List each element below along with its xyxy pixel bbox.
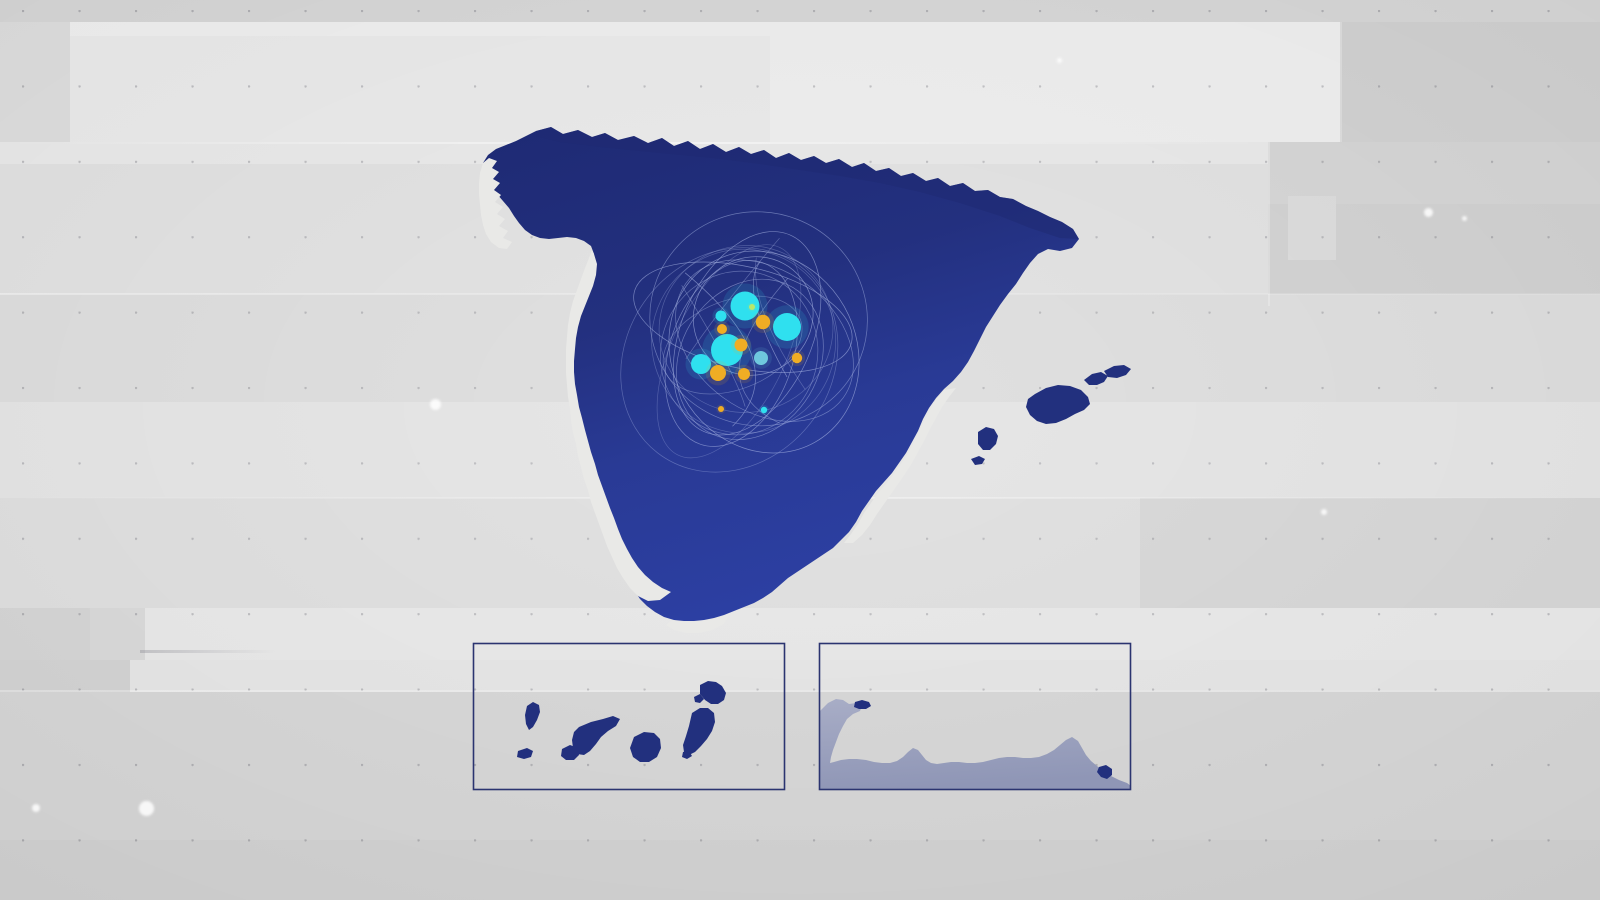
bubble-marker[interactable] bbox=[788, 349, 806, 367]
bubble-marker[interactable] bbox=[765, 305, 809, 349]
orbit-ring bbox=[664, 259, 798, 447]
bubble-marker[interactable] bbox=[750, 347, 772, 369]
background-block bbox=[0, 660, 130, 692]
bubble-dot[interactable] bbox=[773, 313, 801, 341]
bubble-marker[interactable] bbox=[730, 334, 752, 356]
orbit-ring bbox=[668, 250, 860, 454]
orbit-ring bbox=[672, 231, 822, 436]
bubble-dot[interactable] bbox=[738, 368, 750, 380]
bokeh-dot bbox=[429, 398, 441, 410]
background-block bbox=[130, 660, 1600, 692]
background-block bbox=[1268, 142, 1600, 204]
bubble-dot[interactable] bbox=[715, 310, 727, 322]
bubble-marker[interactable] bbox=[716, 404, 726, 414]
background-block bbox=[145, 608, 1600, 660]
bokeh-dot bbox=[1056, 57, 1062, 63]
orbit-rings bbox=[620, 211, 868, 473]
orbit-ring bbox=[676, 278, 824, 440]
bubble-dot[interactable] bbox=[711, 334, 743, 366]
orbit-ring bbox=[620, 247, 839, 473]
bokeh-dot bbox=[1321, 509, 1327, 515]
bubble-dot[interactable] bbox=[749, 304, 755, 310]
bubble-marker[interactable] bbox=[685, 348, 717, 380]
bubble-dot[interactable] bbox=[791, 352, 803, 364]
bokeh-dot bbox=[32, 804, 40, 812]
bubble-marker[interactable] bbox=[712, 307, 730, 325]
bubble-marker[interactable] bbox=[714, 321, 730, 337]
bubble-dot[interactable] bbox=[760, 406, 768, 414]
orbit-ring bbox=[659, 270, 819, 436]
orbit-ring bbox=[649, 211, 868, 427]
bubble-marker[interactable] bbox=[759, 405, 769, 415]
bubble-dot[interactable] bbox=[730, 291, 760, 321]
bubble-marker[interactable] bbox=[734, 364, 754, 384]
mainland-spain bbox=[479, 127, 1079, 633]
orbit-ring bbox=[675, 259, 854, 422]
melilla-enclave bbox=[1097, 765, 1112, 779]
orbit-ring bbox=[692, 256, 814, 376]
ceuta-enclave bbox=[854, 700, 871, 709]
orbit-arc bbox=[684, 272, 756, 427]
background-block bbox=[0, 840, 1600, 900]
bubble-dot[interactable] bbox=[717, 324, 727, 334]
orbit-arc bbox=[685, 237, 780, 359]
north-africa-inset-content bbox=[820, 699, 1130, 789]
balearic-islands bbox=[971, 365, 1131, 465]
background-block bbox=[0, 608, 90, 660]
background-block bbox=[70, 22, 770, 36]
bubble-dot[interactable] bbox=[691, 354, 711, 374]
north-africa-inset-frame bbox=[818, 642, 1132, 791]
bubble-dot[interactable] bbox=[754, 351, 768, 365]
background-block bbox=[1288, 196, 1336, 260]
bubble-marker[interactable] bbox=[751, 310, 775, 334]
bubble-marker[interactable] bbox=[705, 360, 731, 386]
background-block bbox=[0, 498, 1140, 608]
background-block bbox=[0, 0, 1600, 22]
bubble-dot[interactable] bbox=[710, 365, 726, 381]
canary-islands-inset-content bbox=[517, 681, 726, 762]
orbit-ring bbox=[633, 261, 853, 373]
orbit-arc bbox=[738, 277, 789, 424]
background-block bbox=[90, 608, 145, 660]
canary-islands-inset-frame bbox=[472, 642, 786, 791]
bubble-marker[interactable] bbox=[747, 302, 757, 312]
bubble-dot[interactable] bbox=[734, 338, 748, 352]
orbit-ring bbox=[656, 244, 802, 459]
background-block bbox=[1140, 498, 1600, 608]
bubble-markers bbox=[685, 283, 809, 415]
bubble-marker[interactable] bbox=[722, 283, 768, 329]
bokeh-dot bbox=[1423, 207, 1433, 217]
bokeh-dot bbox=[1461, 215, 1467, 221]
bubble-marker[interactable] bbox=[702, 325, 752, 375]
background-block bbox=[1340, 22, 1600, 142]
bokeh-dot bbox=[138, 800, 154, 816]
bubble-dot[interactable] bbox=[718, 406, 724, 412]
background-block bbox=[0, 22, 70, 142]
bubble-dot[interactable] bbox=[755, 314, 771, 330]
